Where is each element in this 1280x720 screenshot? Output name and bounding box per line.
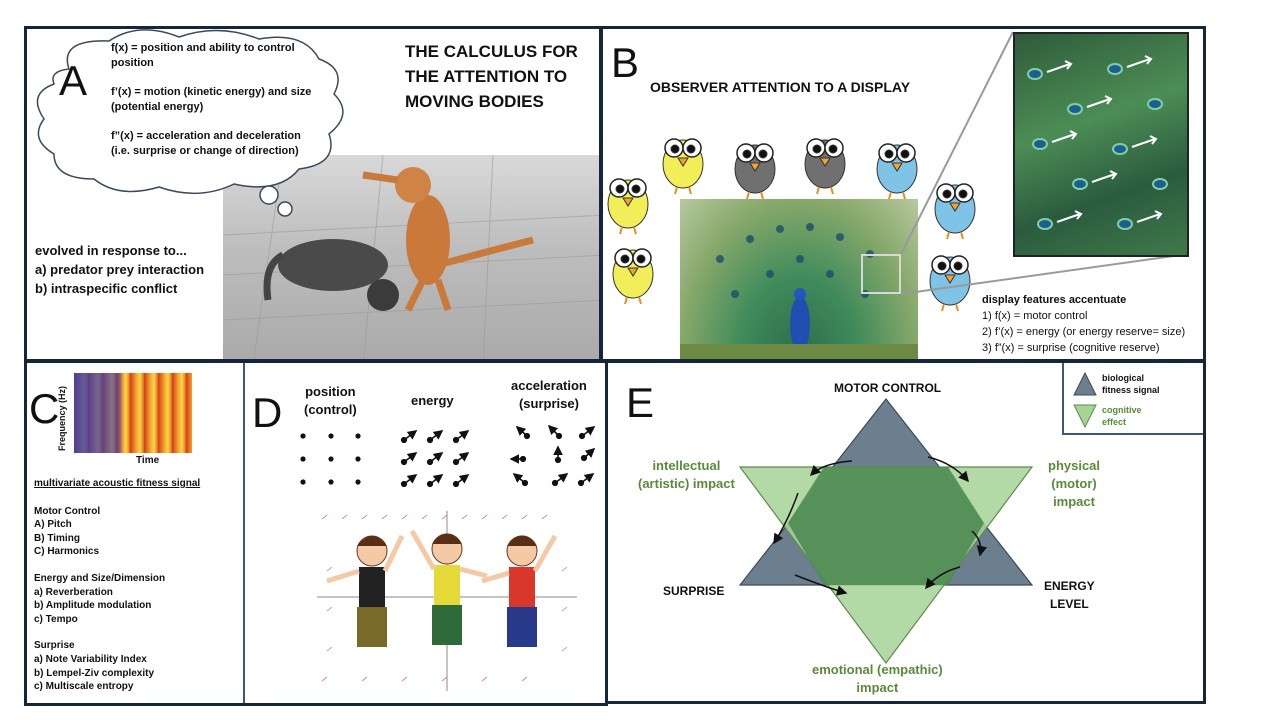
group-item: a) Note Variability Index	[34, 653, 147, 665]
energy-arrows	[400, 430, 470, 488]
group-item: c) Multiscale entropy	[34, 681, 134, 693]
panel-letter-b: B	[611, 39, 640, 86]
motion-grids	[300, 424, 596, 488]
dancer-figure	[481, 534, 558, 647]
cloud-text: f(x) = position and ability to control p…	[111, 41, 331, 159]
col-label-line: position	[305, 384, 356, 399]
evolved-line: evolved in response to...	[35, 243, 187, 258]
evolved-line: a) predator prey interaction	[35, 262, 205, 277]
group-item: a) Reverberation	[34, 586, 113, 598]
panel-e: E MOTOR CONTROL SURPRISE ENERGY LEVEL in…	[605, 360, 1206, 704]
group-item: A) Pitch	[34, 519, 72, 531]
impact-line: impact	[1053, 494, 1095, 509]
impact-line: intellectual	[652, 458, 721, 473]
legend-cognitive: cognitive effect	[1102, 404, 1142, 428]
label-energy-level: ENERGY LEVEL	[1044, 577, 1095, 613]
peacock-illustration	[680, 223, 918, 359]
evolved-line: b) intraspecific conflict	[35, 281, 178, 296]
evolved-text: evolved in response to... a) predator pr…	[35, 241, 204, 298]
dancer-figure	[409, 529, 488, 645]
group-item: B) Timing	[34, 532, 80, 544]
group-item: C) Harmonics	[34, 546, 100, 558]
col-label-line: (surprise)	[518, 396, 579, 411]
feather-closeup	[1013, 32, 1189, 257]
overlap-hexagon	[788, 467, 984, 585]
label-intellectual-impact: intellectual (artistic) impact	[638, 457, 735, 493]
impact-line: physical	[1048, 458, 1101, 473]
hexagram-diagram	[738, 398, 1034, 665]
legend-line: biological	[1102, 373, 1145, 383]
legend-line: cognitive	[1102, 405, 1142, 415]
kittens-photo	[222, 154, 599, 359]
legend-line: effect	[1102, 417, 1127, 427]
cd-divider	[243, 363, 245, 703]
features-title: display features accentuate	[982, 294, 1127, 306]
feature-line: 1) f(x) = motor control	[982, 310, 1088, 322]
panel-letter-c: C	[29, 385, 60, 432]
panel-a: A f(x) = position and ability to control…	[24, 26, 602, 362]
title-line: THE ATTENTION TO	[405, 67, 568, 86]
col-position-label: position (control)	[304, 383, 357, 419]
legend-line: fitness signal	[1102, 385, 1160, 395]
feature-line: 2) f’(x) = energy (or energy reserve= si…	[982, 326, 1186, 338]
panel-letter-d: D	[252, 389, 283, 436]
energy-line: ENERGY	[1044, 579, 1095, 593]
title-line: MOVING BODIES	[405, 92, 544, 111]
panel-letter-e: E	[626, 379, 655, 426]
group-item: b) Lempel-Ziv complexity	[34, 667, 155, 679]
dancer-figure	[326, 534, 405, 647]
acoustic-heading: multivariate acoustic fitness signal	[34, 478, 201, 489]
cloud-line: f”(x) = acceleration and deceleration	[111, 130, 301, 142]
legend-biological: biological fitness signal	[1102, 372, 1160, 396]
legend-up-triangle-icon	[1073, 371, 1097, 396]
impact-line: impact	[856, 680, 899, 695]
legend-down-triangle-icon	[1073, 404, 1097, 429]
acceleration-arrows	[509, 424, 596, 487]
zoom-box	[861, 254, 901, 294]
impact-line: (artistic) impact	[638, 476, 735, 491]
label-physical-impact: physical (motor) impact	[1048, 457, 1100, 511]
label-emotional-impact: emotional (empathic) impact	[812, 661, 943, 697]
cloud-line: (i.e. surprise or change of direction)	[111, 145, 299, 157]
feather-eyes	[1027, 55, 1168, 230]
cloud-line: f’(x) = motion (kinetic energy) and size	[111, 86, 312, 98]
acoustic-signal-list: multivariate acoustic fitness signal Mot…	[34, 477, 200, 694]
cloud-line: position	[111, 57, 154, 69]
col-label-line: acceleration	[511, 378, 587, 393]
legend: biological fitness signal cognitive effe…	[1062, 363, 1203, 435]
col-energy-label: energy	[411, 393, 454, 408]
peacock-photo	[680, 199, 918, 359]
vector-field-arrows	[317, 511, 577, 691]
panel-cd: C Frequency (Hz) Time multivariate acous…	[24, 360, 608, 706]
panel-b-title: OBSERVER ATTENTION TO A DISPLAY	[650, 79, 911, 95]
panel-a-title: THE CALCULUS FOR THE ATTENTION TO MOVING…	[405, 39, 578, 114]
feature-line: 3) f”(x) = surprise (cognitive reserve)	[982, 342, 1160, 354]
label-surprise: SURPRISE	[663, 584, 725, 598]
group-title: Energy and Size/Dimension	[34, 572, 166, 584]
panel-letter-a: A	[59, 57, 88, 104]
label-motor-control: MOTOR CONTROL	[834, 381, 942, 395]
col-label-line: (control)	[304, 402, 357, 417]
group-item: c) Tempo	[34, 613, 78, 625]
spectrogram-xlabel: Time	[136, 455, 160, 466]
group-title: Surprise	[34, 640, 75, 652]
impact-line: emotional (empathic)	[812, 662, 943, 677]
display-features: display features accentuate 1) f(x) = mo…	[982, 292, 1185, 356]
spectrogram	[74, 373, 192, 453]
group-title: Motor Control	[34, 505, 101, 517]
energy-line: LEVEL	[1050, 597, 1089, 611]
thought-cloud	[36, 29, 344, 217]
panel-b: B OBSERVER ATTENTION TO A DISPLAY	[600, 26, 1206, 362]
zoom-lines	[900, 31, 1189, 295]
group-item: b) Amplitude modulation	[34, 600, 152, 612]
col-acceleration-label: acceleration (surprise)	[511, 377, 587, 413]
cloud-line: (potential energy)	[111, 101, 204, 113]
position-dots	[300, 433, 361, 485]
impact-line: (motor)	[1051, 476, 1097, 491]
kittens-illustration	[222, 154, 599, 359]
title-line: THE CALCULUS FOR	[405, 42, 578, 61]
cloud-line: f(x) = position and ability to control	[111, 42, 295, 54]
vector-field	[317, 511, 577, 691]
